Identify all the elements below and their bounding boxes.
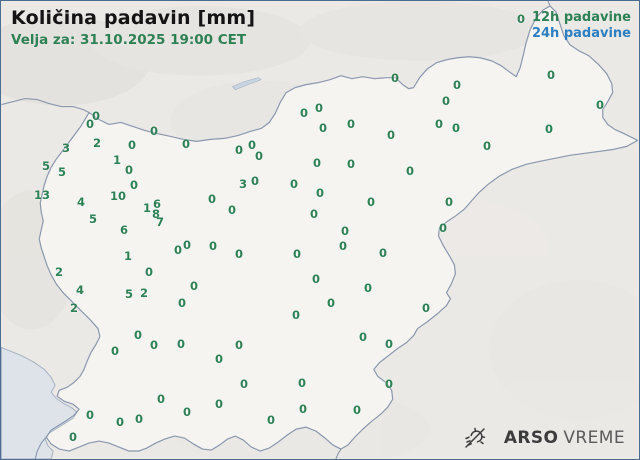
brand-block: ARSO VREME [462, 425, 625, 451]
legend-toggle-12h[interactable]: 12h padavine [531, 10, 631, 25]
map-title: Količina padavin [mm] [11, 7, 256, 29]
brand-wordmark: ARSO VREME [504, 428, 625, 448]
slovenia-border [38, 5, 639, 452]
sea-region [1, 346, 78, 459]
slovenia-territory [39, 5, 638, 452]
brand-arso: ARSO [503, 428, 559, 448]
arso-sun-icon [465, 427, 486, 448]
brand-vreme: VREME [563, 428, 625, 448]
legend-toggle-24h[interactable]: 24h padavine [531, 26, 631, 41]
lake [231, 77, 262, 90]
valid-time-label: Velja za: 31.10.2025 19:00 CET [11, 32, 247, 48]
neighbour-borders [1, 1, 551, 459]
map-header: Količina padavin [mm] Velja za: 31.10.20… [11, 7, 255, 48]
legend: 12h padavine 24h padavine [532, 10, 631, 42]
